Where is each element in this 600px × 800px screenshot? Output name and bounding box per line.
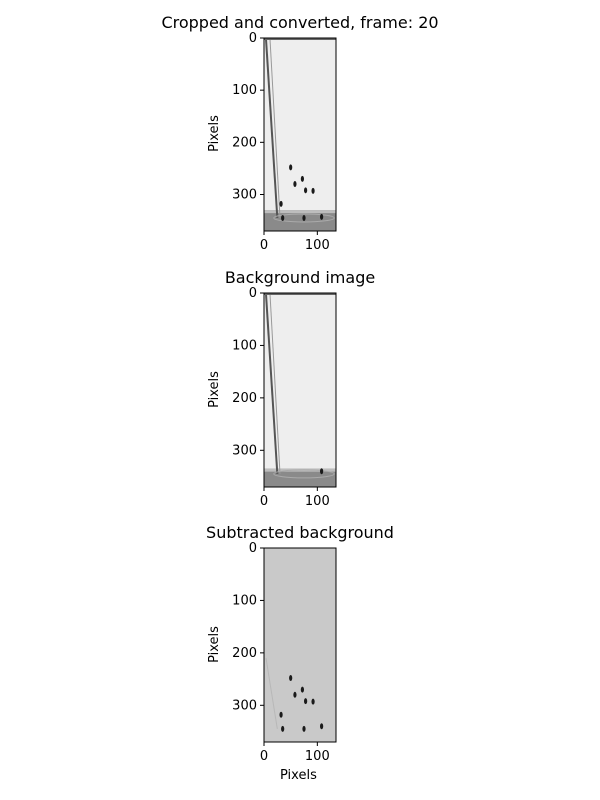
object-point — [281, 725, 285, 732]
bottom-band-edge — [264, 210, 336, 214]
panel-2-title: Background image — [224, 268, 376, 287]
x-tick-label: 0 — [260, 238, 268, 253]
x-tick-label: 100 — [305, 238, 330, 253]
glass-rim — [264, 38, 336, 40]
glass-base-ellipse — [273, 213, 335, 223]
y-tick-label: 0 — [249, 286, 257, 301]
panel-3-xlabel: Pixels — [280, 768, 317, 783]
y-tick-label: 200 — [232, 646, 257, 661]
glass-edge-inner — [269, 293, 281, 474]
object-point — [300, 175, 304, 182]
panel-3-title: Subtracted background — [206, 523, 394, 542]
object-point — [279, 200, 283, 207]
object-point — [311, 698, 315, 705]
object-point — [302, 214, 306, 221]
axes-frame — [263, 37, 337, 232]
x-tick-label: 0 — [260, 749, 268, 764]
object-point — [279, 711, 283, 718]
glass-rim — [264, 293, 336, 295]
y-tick-label: 100 — [232, 83, 257, 98]
x-tick-label: 0 — [260, 494, 268, 509]
y-tick-label: 300 — [232, 187, 257, 202]
object-point — [320, 723, 324, 730]
object-point — [289, 164, 293, 171]
y-tick-label: 0 — [249, 31, 257, 46]
object-point — [289, 675, 293, 682]
object-point — [293, 691, 297, 698]
object-point — [311, 187, 315, 194]
glass-edge-line — [265, 38, 279, 219]
glass-base-ellipse — [273, 469, 335, 479]
object-point — [293, 181, 297, 188]
glass-image — [264, 293, 336, 487]
y-tick-label: 300 — [232, 443, 257, 458]
object-point — [304, 698, 308, 705]
y-tick-label: 100 — [232, 338, 257, 353]
object-point — [302, 725, 306, 732]
y-tick-label: 0 — [249, 541, 257, 556]
y-tick-label: 100 — [232, 593, 257, 608]
glass-edge-line — [265, 293, 279, 474]
object-point — [304, 187, 308, 194]
axes-frame — [263, 292, 337, 488]
object-point — [320, 468, 324, 475]
y-tick-label: 300 — [232, 698, 257, 713]
y-tick-label: 200 — [232, 391, 257, 406]
object-point — [300, 686, 304, 693]
x-tick-label: 100 — [305, 749, 330, 764]
subtracted-image — [264, 548, 336, 742]
glass-image — [264, 38, 336, 231]
x-tick-label: 100 — [305, 494, 330, 509]
y-tick-label: 200 — [232, 135, 257, 150]
object-point — [320, 213, 324, 220]
residual-edge-line — [265, 657, 278, 729]
object-point — [281, 214, 285, 221]
axes-frame — [263, 547, 337, 743]
glass-edge-inner — [269, 38, 281, 218]
panel-1-title: Cropped and converted, frame: 20 — [161, 13, 439, 32]
